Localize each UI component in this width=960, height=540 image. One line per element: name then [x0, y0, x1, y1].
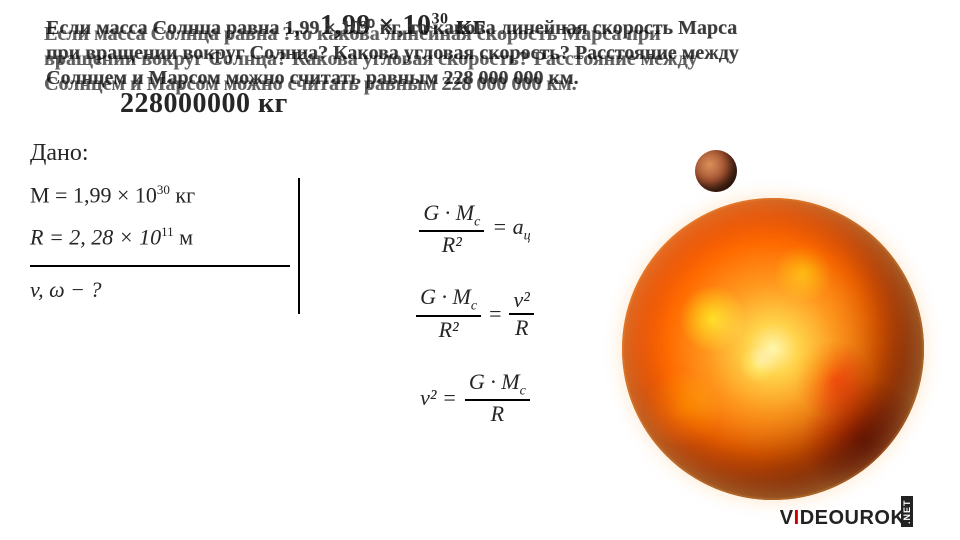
- derivation-block: G · McR² = aц G · McR² = aц G · McR² = v…: [380, 200, 570, 453]
- mars-illustration: [695, 150, 737, 192]
- sun-illustration: [622, 198, 924, 500]
- given-radius: R = 2, 28 × 1011 м: [30, 218, 290, 260]
- problem-statement-duplicate: Если масса Солнца равна ?то какова линей…: [44, 22, 744, 97]
- brand-watermark: VIDEOUROKI.NET: [780, 507, 946, 530]
- equation-2: G · McR² = v²R G · McR² = v²R: [380, 284, 570, 342]
- overlay-distance-number: 228000000 кг: [120, 88, 288, 120]
- equation-3: v² = G · McR v² = G · McR: [380, 369, 570, 427]
- equation-1: G · McR² = aц G · McR² = aц: [380, 200, 570, 258]
- given-unknowns: v, ω − ?: [30, 265, 290, 313]
- given-box: M = 1,99 × 1030 кг R = 2, 28 × 1011 м v,…: [30, 176, 290, 313]
- given-mass: M = 1,99 × 1030 кг: [30, 176, 290, 218]
- given-label: Дано:: [30, 140, 89, 167]
- given-vertical-line: [298, 178, 300, 314]
